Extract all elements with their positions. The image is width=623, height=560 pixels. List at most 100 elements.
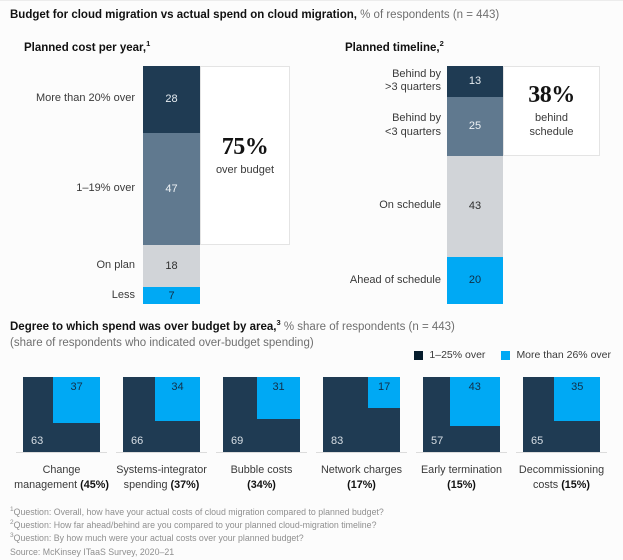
one-to-25-value: 66: [131, 435, 144, 447]
tile-label-line: Systems-integrator: [116, 464, 207, 476]
annotation-big-number: 38%: [528, 82, 575, 109]
bar-segment-label: On schedule: [325, 156, 441, 257]
bar-segment-value: 7: [168, 289, 175, 302]
tile-label: Network charges (17%): [313, 463, 410, 493]
area-tile: 43 57: [423, 377, 500, 452]
area-tile-column: 17 83 Network charges (17%): [313, 377, 410, 493]
footnote-marker: 3: [276, 318, 281, 328]
tile-label: Bubble costs (34%): [213, 463, 310, 493]
tile-label-line: Decommissioning: [518, 464, 605, 476]
bar-segment-value: 25: [468, 120, 482, 133]
one-to-25-value: 83: [331, 435, 344, 447]
section-title-units: % share of respondents (n = 443): [280, 321, 455, 333]
area-tile: 17 83: [323, 377, 400, 452]
legend: 1–25% over More than 26% over: [414, 349, 611, 361]
annotation-big-number: 75%: [221, 133, 269, 160]
over-26-value: 17: [378, 381, 391, 393]
annotation-caption: behind schedule: [529, 112, 574, 138]
tile-label-line: costs (15%): [532, 479, 590, 492]
one-to-25-value: 69: [231, 435, 244, 447]
legend-swatch-icon: [501, 350, 511, 360]
bar-segment-value: 28: [165, 93, 178, 106]
footnote-line: 1Question: Overall, how have your actual…: [10, 506, 384, 517]
bar-segment-value: 43: [468, 200, 482, 213]
bar-segment: 25: [447, 96, 503, 156]
page-title: Budget for cloud migration vs actual spe…: [10, 9, 499, 21]
bar-segment-label-line: On plan: [96, 259, 135, 272]
bar-category-labels-timeline: Behind by >3 quarters Behind by <3 quarters…: [325, 66, 441, 304]
tile-baseline: 17 83: [316, 377, 407, 453]
bar-segment-label-line: Behind by: [392, 112, 441, 125]
bar-segment-label: Behind by <3 quarters: [325, 97, 441, 156]
area-tile: 37 63: [23, 377, 100, 452]
bar-segment-value: 20: [468, 274, 482, 287]
over-26-value: 35: [571, 381, 584, 393]
section-subtitle: (share of respondents who indicated over…: [10, 337, 314, 349]
legend-label: More than 26% over: [516, 349, 611, 361]
area-tile-column: 35 65 Decommissioning costs (15%): [513, 377, 610, 493]
bar-segment: 47: [143, 132, 200, 245]
bar-segment-label-line: On schedule: [379, 199, 441, 212]
area-tiles-row: 37 63 Change management (45%) 34 66 Systems-in…: [13, 377, 610, 493]
tile-baseline: 43 57: [416, 377, 507, 453]
footnote-line: 3Question: By how much were your actual …: [10, 532, 304, 544]
one-to-25-value: 65: [531, 435, 544, 447]
tile-baseline: 34 66: [116, 377, 207, 453]
bar-segment-value: 18: [165, 259, 178, 272]
bar-segment-label: Ahead of schedule: [325, 257, 441, 304]
bar-segment-label: On plan: [0, 245, 135, 288]
tile-label-line: (17%): [347, 479, 376, 492]
section-title-bold: Degree to which spend was over budget by…: [10, 321, 277, 333]
tile-label: Decommissioning costs (15%): [513, 463, 610, 493]
legend-swatch-icon: [414, 350, 424, 360]
legend-item: 1–25% over: [414, 349, 485, 361]
page-title-units: % of respondents (n = 443): [360, 9, 500, 21]
chart-title-text: Planned timeline,: [345, 42, 440, 54]
area-tile: 34 66: [123, 377, 200, 452]
chart-title-planned-cost: Planned cost per year,1: [24, 39, 151, 54]
legend-label: 1–25% over: [429, 349, 486, 361]
annotation-behind-schedule: 38% behind schedule: [503, 66, 600, 156]
section-title: Degree to which spend was over budget by…: [10, 318, 455, 333]
bar-segment-label-line: Behind by: [392, 67, 441, 80]
bar-segment-label: 1–19% over: [0, 133, 135, 245]
bar-segment-label-line: Ahead of schedule: [349, 273, 441, 286]
over-26-square: 35: [554, 377, 600, 422]
footnote-marker: 2: [439, 39, 444, 49]
area-tile-column: 31 69 Bubble costs (34%): [213, 377, 310, 493]
tile-label-line: (34%): [247, 479, 276, 492]
bar-segment: 43: [447, 155, 503, 257]
bar-segment-label: Less: [0, 287, 135, 304]
over-26-value: 34: [171, 381, 184, 393]
tile-label-line: Change: [42, 464, 81, 476]
bar-category-labels-cost: More than 20% over 1–19% over On plan Less: [0, 66, 135, 304]
tile-label-line: management (45%): [14, 479, 109, 492]
over-26-square: 34: [155, 377, 200, 421]
tile-baseline: 31 69: [216, 377, 307, 453]
over-26-square: 43: [449, 377, 500, 427]
over-26-square: 31: [257, 377, 300, 419]
over-26-value: 37: [70, 381, 83, 393]
annotation-caption: over budget: [215, 163, 275, 176]
tile-label: Change management (45%): [13, 463, 110, 493]
footnote-marker: 1: [146, 39, 151, 49]
tile-label: Systems-integrator spending (37%): [113, 463, 210, 493]
tile-label: Early termination (15%): [413, 463, 510, 493]
tile-label-line: Bubble costs: [230, 464, 293, 476]
area-tile-column: 34 66 Systems-integrator spending (37%): [113, 377, 210, 493]
legend-item: More than 26% over: [501, 349, 611, 361]
tile-label-line: Early termination: [420, 464, 502, 476]
area-tile: 35 65: [523, 377, 600, 452]
bar-segment-label: Behind by >3 quarters: [325, 66, 441, 97]
bar-segment: 13: [447, 66, 503, 97]
footnote-line: 2Question: How far ahead/behind are you …: [10, 519, 377, 531]
annotation-over-budget: 75% over budget: [200, 66, 290, 245]
bar-segment-label-line: Less: [111, 288, 135, 301]
one-to-25-value: 57: [431, 435, 444, 447]
tile-baseline: 35 65: [516, 377, 607, 453]
stacked-bar-planned-timeline: 13 25 43 20: [447, 66, 503, 304]
bar-segment-label-line: More than 20% over: [35, 92, 135, 105]
over-26-square: 37: [53, 377, 100, 423]
bar-segment: 20: [447, 256, 503, 304]
